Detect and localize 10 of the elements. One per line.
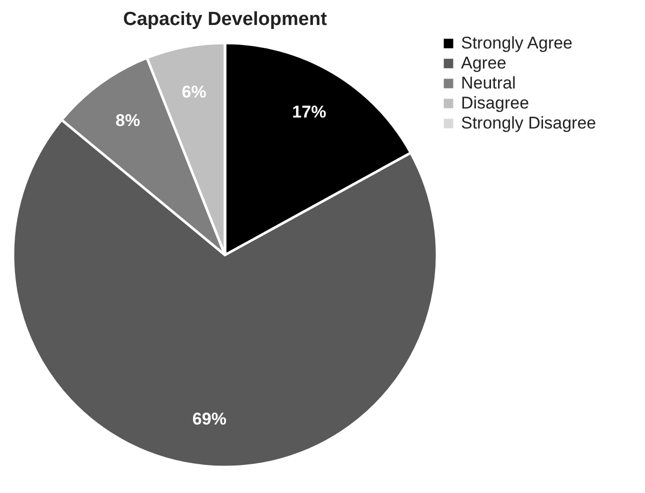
legend-label: Agree — [461, 54, 506, 72]
legend-label: Strongly Agree — [461, 34, 573, 52]
data-label: 17% — [292, 102, 326, 122]
data-label: 69% — [192, 410, 226, 429]
chart-title: Capacity Development — [123, 9, 328, 30]
data-label: 8% — [116, 111, 140, 130]
data-label: 6% — [182, 82, 206, 102]
legend-label: Neutral — [461, 74, 516, 92]
legend-label: Strongly Disagree — [461, 114, 596, 132]
legend-label: Disagree — [461, 94, 530, 112]
